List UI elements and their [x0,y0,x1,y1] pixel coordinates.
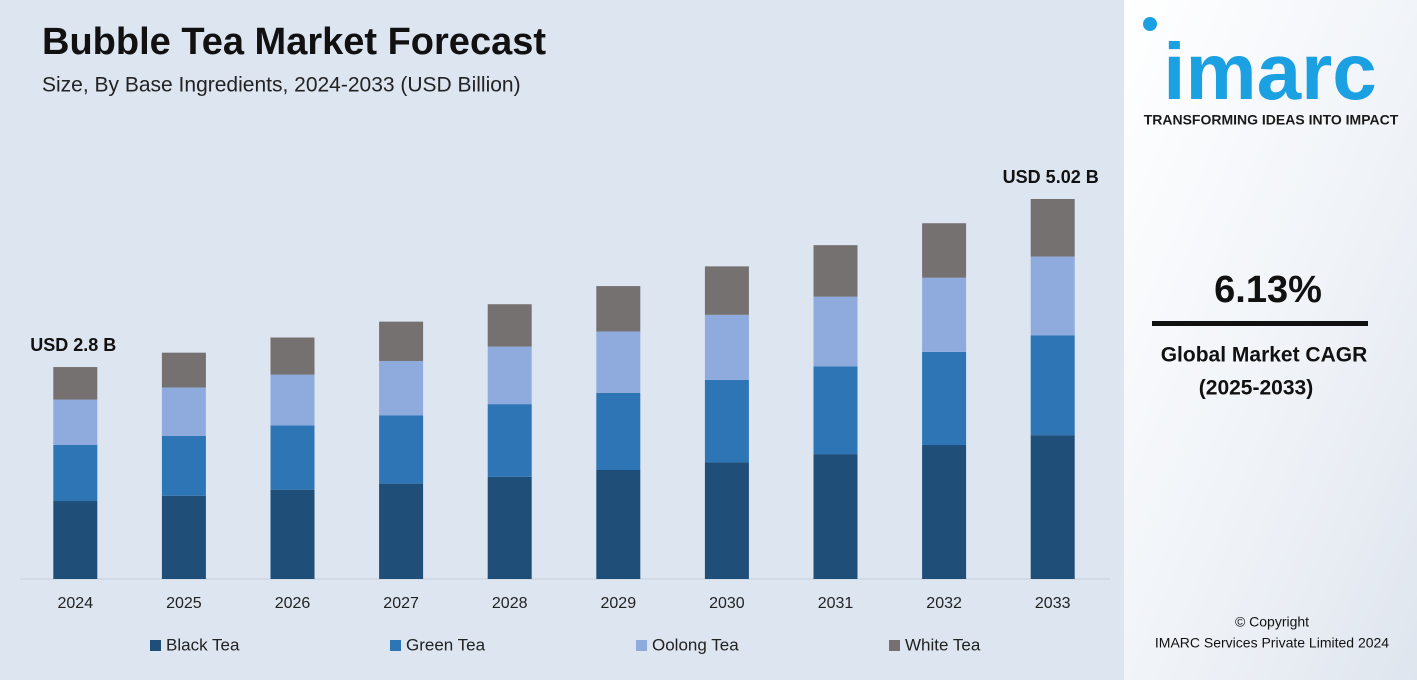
logo: imarc [1163,27,1376,116]
x-tick-label: 2029 [601,595,637,612]
x-tick-label: 2026 [275,595,311,612]
legend-label: Oolong Tea [652,635,739,654]
bar-segment [379,360,424,416]
x-tick-label: 2031 [818,595,854,612]
legend-label: Green Tea [406,635,486,654]
cagr-label: Global Market CAGR [1161,344,1368,367]
bar-segment [596,392,641,470]
bar-segment [1030,335,1075,436]
bar-segment [596,469,641,579]
bar-segment [704,462,749,579]
bar-segment [487,404,532,477]
bar-segment [704,314,749,380]
side-panel [1124,0,1417,680]
company: IMARC Services Private Limited 2024 [1155,635,1389,651]
bar-segment [270,425,315,490]
bar-segment [813,454,858,579]
bar-segment [487,476,532,579]
cagr-value: 6.13% [1214,269,1322,311]
bar-segment [53,399,98,446]
bar-segment [487,346,532,405]
bar-segment [161,435,206,496]
x-tick-label: 2028 [492,595,528,612]
bar-segment [270,337,315,375]
legend-swatch [150,640,161,651]
x-tick-label: 2024 [58,595,94,612]
bar-segment [813,366,858,455]
bar-segment [596,286,641,332]
legend-swatch [636,640,647,651]
legend-label: Black Tea [166,635,240,654]
bar-segment [1030,435,1075,579]
bar-segment [379,415,424,484]
bar-segment [922,223,967,278]
x-tick-label: 2027 [383,595,419,612]
bar-segment [922,351,967,446]
bar-segment [922,445,967,579]
chart-title: Bubble Tea Market Forecast [42,21,546,63]
bar-segment [53,367,98,400]
bar-segment [270,374,315,426]
logo-dot [1143,17,1157,31]
annotation: USD 5.02 B [1003,167,1099,187]
bar-segment [704,266,749,315]
bar-segment [161,387,206,436]
bar-segment [161,352,206,388]
cagr-rule [1152,321,1368,326]
x-tick-label: 2032 [926,595,962,612]
bar-segment [161,495,206,579]
bar-segment [1030,199,1075,257]
legend-label: White Tea [905,635,981,654]
bar-segment [379,483,424,579]
copyright: © Copyright [1235,614,1309,630]
tagline: TRANSFORMING IDEAS INTO IMPACT [1144,112,1399,128]
bar-segment [487,304,532,347]
bar-segment [53,445,98,502]
bar-segment [922,277,967,352]
bar-segment [53,501,98,579]
x-tick-label: 2025 [166,595,202,612]
bar-segment [704,379,749,463]
bar-segment [596,331,641,393]
chart-subtitle: Size, By Base Ingredients, 2024-2033 (US… [42,74,521,97]
bar-segment [813,245,858,297]
x-tick-label: 2030 [709,595,745,612]
legend-swatch [390,640,401,651]
cagr-period: (2025-2033) [1199,377,1313,400]
legend-swatch [889,640,900,651]
x-tick-label: 2033 [1035,595,1071,612]
bar-segment [379,321,424,361]
bar-segment [813,296,858,367]
bar-segment [1030,256,1075,336]
annotation: USD 2.8 B [30,335,116,355]
bar-segment [270,489,315,579]
